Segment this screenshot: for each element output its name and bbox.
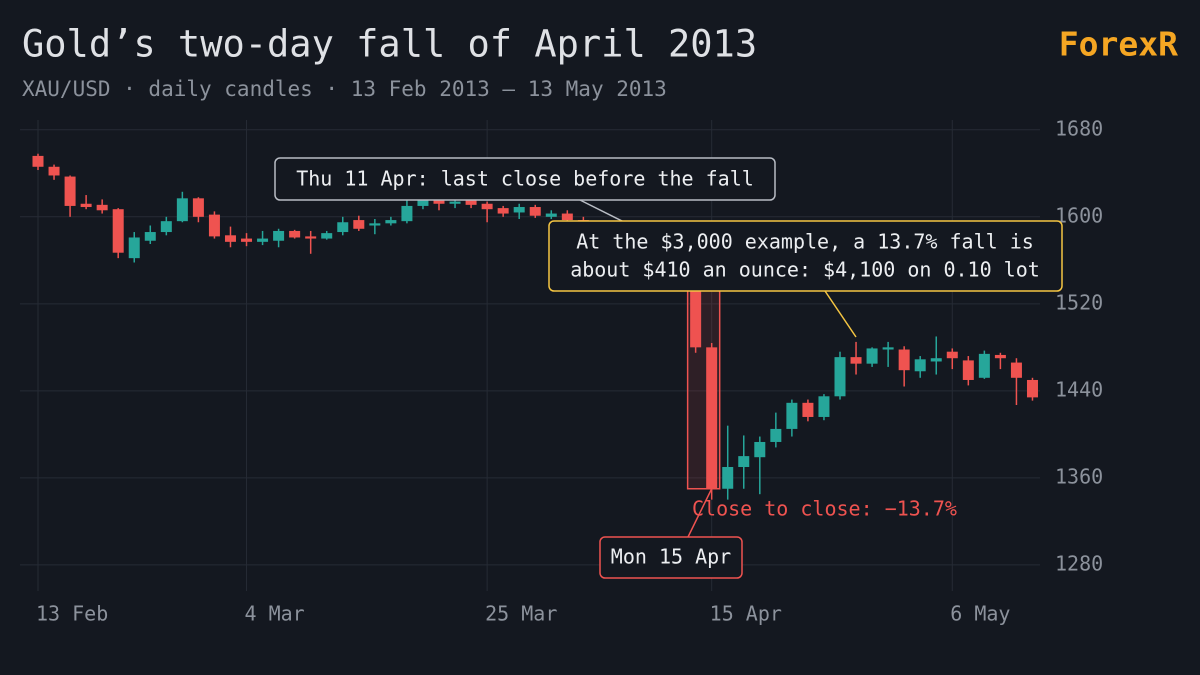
candle-body bbox=[962, 360, 974, 380]
candle-body bbox=[32, 155, 44, 167]
candle-body bbox=[433, 199, 445, 204]
x-tick-label: 4 Mar bbox=[245, 602, 305, 626]
candle-body bbox=[1010, 362, 1022, 378]
leader-line bbox=[687, 488, 713, 538]
candle-body bbox=[369, 223, 381, 226]
candle-body bbox=[850, 357, 862, 364]
chart-subtitle: XAU/USD · daily candles · 13 Feb 2013 – … bbox=[22, 77, 667, 101]
annotation-text: Mon 15 Apr bbox=[611, 545, 731, 569]
candle-body bbox=[882, 347, 894, 350]
chart-title: Gold’s two-day fall of April 2013 bbox=[22, 23, 757, 66]
y-tick-label: 1680 bbox=[1055, 116, 1103, 140]
y-tick-label: 1440 bbox=[1055, 377, 1103, 401]
annotation-text: about $410 an ounce: $4,100 on 0.10 lot bbox=[570, 258, 1040, 282]
annotation-box bbox=[599, 536, 743, 579]
candle-body bbox=[866, 348, 878, 364]
candle-body bbox=[208, 214, 220, 237]
candle-body bbox=[978, 353, 990, 378]
candle-body bbox=[273, 230, 285, 241]
candle-body bbox=[738, 456, 750, 467]
candle-body bbox=[465, 200, 477, 205]
annotation-box bbox=[274, 157, 776, 201]
x-tick-label: 25 Mar bbox=[485, 602, 557, 626]
candle-body bbox=[722, 466, 734, 489]
candle-body bbox=[481, 203, 493, 210]
annotation-text: Thu 11 Apr: last close before the fall bbox=[296, 167, 754, 191]
y-tick-label: 1360 bbox=[1055, 464, 1103, 488]
candle-body bbox=[401, 205, 413, 222]
candle-body bbox=[112, 209, 124, 253]
candle-body bbox=[994, 354, 1006, 359]
x-tick-label: 15 Apr bbox=[710, 602, 782, 626]
candle-body bbox=[64, 176, 76, 206]
candle-body bbox=[834, 357, 846, 397]
candle-body bbox=[128, 237, 140, 259]
annotation-box bbox=[548, 220, 1063, 292]
candle-body bbox=[1026, 379, 1038, 398]
candle-body bbox=[930, 358, 942, 362]
y-tick-label: 1520 bbox=[1055, 290, 1103, 314]
candle-body bbox=[561, 213, 573, 221]
candle-body bbox=[321, 233, 333, 239]
candle-body bbox=[96, 204, 108, 211]
candle-body bbox=[305, 236, 317, 239]
candle-body bbox=[48, 166, 60, 176]
candle-body bbox=[353, 220, 365, 229]
candle-body bbox=[160, 221, 172, 233]
candle-body bbox=[802, 402, 814, 417]
candle-body bbox=[241, 238, 253, 242]
candle-body bbox=[914, 359, 926, 372]
candle-body bbox=[385, 220, 397, 224]
annotation-text: Close to close: −13.7% bbox=[692, 497, 957, 521]
candle-body bbox=[449, 201, 461, 204]
brand: ForexR bbox=[1059, 25, 1178, 64]
candle-body bbox=[818, 396, 830, 417]
candle-body bbox=[497, 208, 509, 214]
candle-body bbox=[545, 213, 557, 217]
candle-body bbox=[192, 198, 204, 217]
x-tick-label: 6 May bbox=[950, 602, 1010, 626]
annotation-text: At the $3,000 example, a 13.7% fall is bbox=[576, 230, 1034, 254]
candle-body bbox=[706, 347, 718, 489]
x-tick-label: 13 Feb bbox=[36, 602, 108, 626]
candle-body bbox=[144, 232, 156, 241]
candle-body bbox=[529, 207, 541, 216]
candle-body bbox=[80, 203, 92, 208]
leader-line bbox=[824, 290, 857, 338]
candle-body bbox=[898, 349, 910, 371]
y-tick-label: 1280 bbox=[1055, 551, 1103, 575]
candle-body bbox=[176, 198, 188, 222]
candle-body bbox=[770, 428, 782, 442]
candle-body bbox=[786, 402, 798, 429]
candle-body bbox=[754, 441, 766, 458]
candle-body bbox=[513, 207, 525, 213]
candle-body bbox=[289, 230, 301, 238]
candle-body bbox=[417, 199, 429, 206]
candle-body bbox=[690, 255, 702, 348]
candle-body bbox=[257, 238, 269, 242]
candle-body bbox=[337, 222, 349, 233]
candle-body bbox=[946, 351, 958, 359]
candle-body bbox=[224, 235, 236, 242]
y-tick-label: 1600 bbox=[1055, 203, 1103, 227]
